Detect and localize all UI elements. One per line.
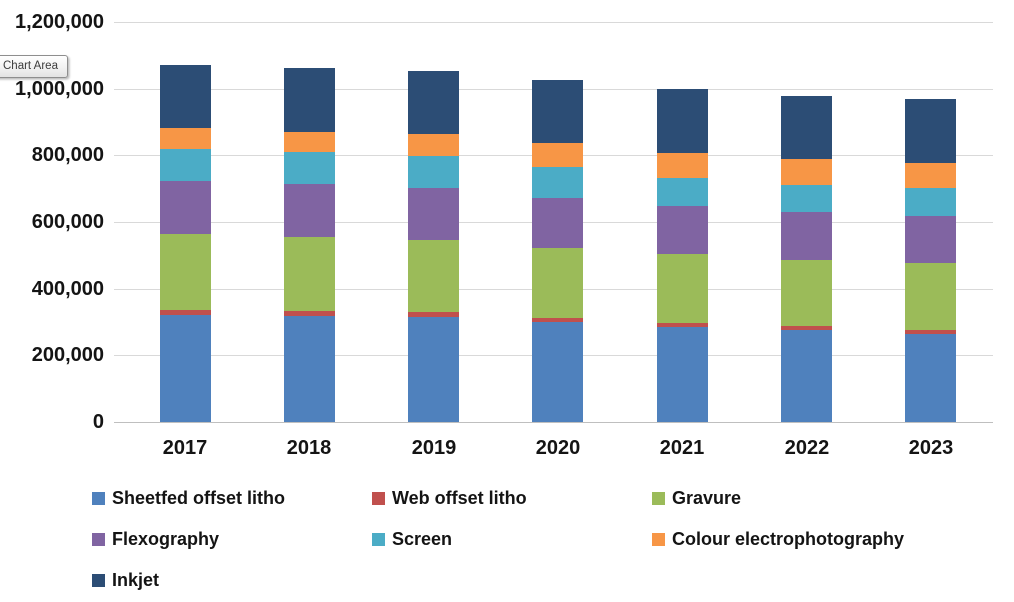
bar-segment-screen[interactable] (160, 149, 211, 182)
legend-label: Colour electrophotography (672, 529, 905, 549)
bar-segment-screen[interactable] (284, 151, 335, 185)
bar-segment-colour-electrophotography[interactable] (408, 134, 459, 157)
bar-segment-screen[interactable] (781, 185, 832, 212)
bar-segment-colour-electrophotography[interactable] (160, 128, 211, 150)
legend-label: Gravure (672, 488, 742, 508)
bar-segment-gravure[interactable] (905, 263, 956, 330)
x-axis-label: 2023 (908, 437, 954, 459)
bar-segment-web-offset-litho[interactable] (160, 310, 211, 316)
y-axis-tick-label: 1,000,000 (15, 78, 104, 100)
bar-segment-web-offset-litho[interactable] (284, 311, 335, 316)
y-axis-tick-label: 800,000 (31, 144, 104, 166)
legend-label: Inkjet (112, 570, 160, 590)
bar-segment-inkjet[interactable] (905, 99, 956, 164)
legend-label: Flexography (112, 529, 220, 549)
bar-segment-screen[interactable] (657, 178, 708, 206)
legend-swatch-icon (92, 491, 105, 505)
legend-label: Web offset litho (392, 488, 527, 508)
legend-swatch-icon (652, 491, 665, 505)
legend-item-screen[interactable]: Screen (372, 529, 452, 549)
legend-label: Sheetfed offset litho (112, 488, 286, 508)
legend-label: Screen (392, 529, 453, 549)
legend-item-sheetfed-offset-litho[interactable]: Sheetfed offset litho (92, 488, 285, 508)
x-axis-label: 2017 (162, 437, 208, 459)
bar-segment-flexography[interactable] (781, 212, 832, 261)
bar-segment-web-offset-litho[interactable] (532, 317, 583, 322)
legend-item-colour-electrophotography[interactable]: Colour electrophotography (652, 529, 904, 549)
legend-swatch-icon (652, 532, 665, 546)
bar-segment-flexography[interactable] (657, 206, 708, 255)
bar-segment-sheetfed-offset-litho[interactable] (905, 334, 956, 422)
bar-segment-flexography[interactable] (532, 197, 583, 248)
bar-segment-web-offset-litho[interactable] (781, 326, 832, 331)
bar-segment-inkjet[interactable] (160, 65, 211, 129)
chart-area-tooltip: Chart Area (0, 55, 68, 78)
bar-segment-colour-electrophotography[interactable] (657, 152, 708, 179)
x-axis-line (114, 422, 993, 423)
bar-segment-gravure[interactable] (160, 233, 211, 311)
legend-item-flexography[interactable]: Flexography (92, 529, 219, 549)
bar-segment-flexography[interactable] (408, 188, 459, 240)
bar-segment-web-offset-litho[interactable] (905, 330, 956, 334)
bar-segment-gravure[interactable] (532, 247, 583, 318)
bar-segment-inkjet[interactable] (284, 67, 335, 132)
legend-swatch-icon (92, 573, 105, 587)
bar-segment-flexography[interactable] (284, 184, 335, 237)
legend-swatch-icon (92, 532, 105, 546)
bar-segment-web-offset-litho[interactable] (657, 322, 708, 327)
bar-segment-gravure[interactable] (408, 239, 459, 313)
bar-segment-inkjet[interactable] (408, 71, 459, 135)
bar-segment-inkjet[interactable] (657, 89, 708, 153)
legend-swatch-icon (372, 532, 385, 546)
y-axis-tick-label: 600,000 (31, 211, 104, 233)
x-axis-label: 2020 (535, 437, 581, 459)
bar-segment-sheetfed-offset-litho[interactable] (160, 315, 211, 422)
bar-segment-sheetfed-offset-litho[interactable] (532, 322, 583, 422)
gridline (114, 22, 993, 23)
x-axis-label: 2022 (784, 437, 830, 459)
bar-segment-colour-electrophotography[interactable] (532, 143, 583, 167)
x-axis-label: 2021 (659, 437, 705, 459)
legend-item-inkjet[interactable]: Inkjet (92, 570, 159, 590)
bar-segment-colour-electrophotography[interactable] (781, 159, 832, 186)
bar-segment-colour-electrophotography[interactable] (905, 163, 956, 189)
bar-segment-inkjet[interactable] (532, 80, 583, 143)
x-axis-label: 2018 (286, 437, 332, 459)
chart-area-tooltip-text: Chart Area (3, 60, 58, 72)
bar-segment-screen[interactable] (532, 167, 583, 198)
bar-segment-sheetfed-offset-litho[interactable] (284, 316, 335, 422)
bar-segment-sheetfed-offset-litho[interactable] (781, 330, 832, 422)
bar-segment-flexography[interactable] (160, 181, 211, 234)
bar-segment-sheetfed-offset-litho[interactable] (657, 327, 708, 422)
x-axis-label: 2019 (411, 437, 457, 459)
y-axis-tick-label: 200,000 (31, 344, 104, 366)
y-axis-tick-label: 1,200,000 (15, 11, 104, 33)
bar-segment-colour-electrophotography[interactable] (284, 131, 335, 152)
y-axis-tick-label: 0 (92, 411, 104, 433)
legend-item-web-offset-litho[interactable]: Web offset litho (372, 488, 527, 508)
bar-segment-gravure[interactable] (657, 254, 708, 323)
bar-segment-gravure[interactable] (284, 237, 335, 311)
bar-segment-web-offset-litho[interactable] (408, 312, 459, 317)
bar-segment-gravure[interactable] (781, 260, 832, 327)
bar-segment-screen[interactable] (408, 156, 459, 188)
legend-swatch-icon (372, 491, 385, 505)
bar-segment-screen[interactable] (905, 188, 956, 216)
bar-segment-inkjet[interactable] (781, 96, 832, 160)
bar-segment-flexography[interactable] (905, 215, 956, 264)
y-axis-tick-label: 400,000 (31, 278, 104, 300)
legend-item-gravure[interactable]: Gravure (652, 488, 741, 508)
bar-segment-sheetfed-offset-litho[interactable] (408, 317, 459, 422)
